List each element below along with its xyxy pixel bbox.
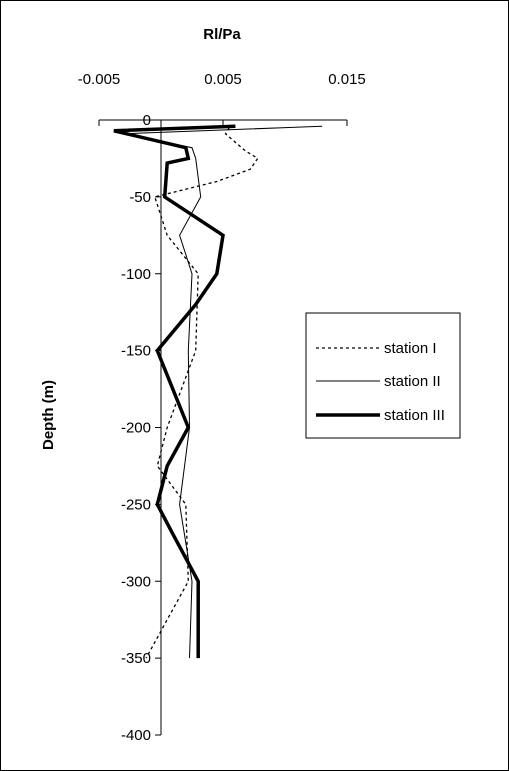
y-tick-label: -50 bbox=[129, 189, 151, 206]
x-tick-label: 0.005 bbox=[204, 71, 242, 88]
legend-label-2: station II bbox=[384, 373, 441, 390]
chart-title: Rl/Pa bbox=[203, 26, 241, 43]
y-tick-label: -400 bbox=[121, 727, 151, 744]
series-line-2 bbox=[123, 125, 323, 659]
series-layer bbox=[113, 124, 323, 659]
y-tick-label: -100 bbox=[121, 266, 151, 283]
y-tick-label: -200 bbox=[121, 420, 151, 437]
legend-label-3: station III bbox=[384, 407, 445, 424]
y-tick-label: -150 bbox=[121, 343, 151, 360]
y-tick-labels: 0 -50 -100 -150 -200 -250 -300 -350 -400 bbox=[121, 112, 151, 744]
legend: station I station II station III bbox=[305, 312, 461, 439]
x-tick-label: -0.005 bbox=[78, 71, 121, 88]
x-tick-label: 0.015 bbox=[328, 71, 366, 88]
y-axis-label: Depth (m) bbox=[40, 380, 57, 450]
legend-label-1: station I bbox=[384, 340, 437, 357]
x-tick-labels: -0.005 0.005 0.015 bbox=[78, 71, 366, 88]
y-tick-label: -300 bbox=[121, 573, 151, 590]
y-tick-label: 0 bbox=[143, 112, 151, 129]
y-tick-label: -350 bbox=[121, 650, 151, 667]
series-line-3 bbox=[113, 124, 236, 659]
y-tick-label: -250 bbox=[121, 496, 151, 513]
legend-box bbox=[305, 312, 461, 439]
series-line-1 bbox=[145, 127, 259, 659]
